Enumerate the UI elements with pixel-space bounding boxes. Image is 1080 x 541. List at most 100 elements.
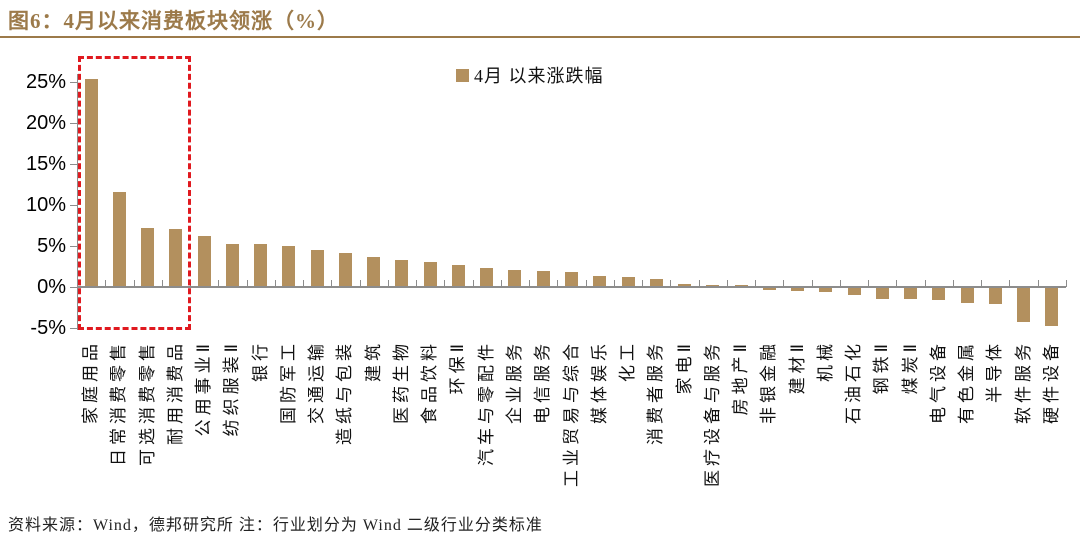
y-tick	[70, 246, 77, 248]
legend-label: 4月 以来涨跌幅	[474, 66, 604, 86]
x-tick	[218, 280, 220, 287]
bar	[1017, 288, 1031, 323]
bar	[338, 252, 352, 287]
x-category-label: 耐用消费品	[165, 340, 185, 445]
x-tick	[698, 280, 700, 287]
y-tick-label: 25%	[25, 71, 66, 94]
x-category-label: 建材Ⅱ	[787, 340, 807, 395]
bar	[395, 259, 409, 287]
bar	[225, 243, 239, 287]
x-tick	[981, 280, 983, 287]
bar	[282, 246, 296, 287]
x-tick	[359, 280, 361, 287]
y-tick-label: 10%	[25, 194, 66, 217]
y-tick	[70, 164, 77, 166]
x-category-label: 半导体	[985, 340, 1005, 403]
bar	[819, 288, 833, 293]
bar	[367, 256, 381, 287]
x-category-label: 可选消费零售	[137, 340, 157, 466]
x-category-label: 纺织服装Ⅱ	[222, 340, 242, 437]
x-category-label: 食品饮料	[420, 340, 440, 424]
x-tick	[755, 280, 757, 287]
x-tick	[133, 280, 135, 287]
bar	[762, 288, 776, 291]
x-category-label: 造纸与包装	[335, 340, 355, 445]
x-tick	[1066, 280, 1067, 287]
y-tick	[70, 82, 77, 84]
x-category-label: 石油石化	[844, 340, 864, 424]
x-category-label: 有色金属	[957, 340, 977, 424]
x-category-label: 非银金融	[759, 340, 779, 424]
bar	[593, 276, 607, 287]
x-category-label: 媒体娱乐	[589, 340, 609, 424]
source-note: 资料来源：Wind，德邦研究所 注：行业划分为 Wind 二级行业分类标准	[8, 517, 543, 534]
bar	[988, 288, 1002, 305]
x-tick	[585, 280, 587, 287]
x-category-label: 消费者服务	[646, 340, 666, 445]
bar	[112, 191, 126, 287]
x-tick	[726, 280, 728, 287]
x-tick	[500, 280, 502, 287]
y-tick-label: -5%	[30, 316, 66, 339]
bar	[508, 269, 522, 287]
y-tick	[70, 205, 77, 207]
y-tick	[70, 123, 77, 125]
x-tick	[303, 280, 305, 287]
x-tick	[274, 280, 276, 287]
bar	[960, 288, 974, 303]
x-tick	[1009, 280, 1011, 287]
y-axis-line	[77, 74, 78, 330]
x-category-label: 汽车与零配件	[476, 340, 496, 466]
bar	[932, 288, 946, 301]
x-category-label: 日常消费零售	[109, 340, 129, 466]
bar	[197, 236, 211, 287]
title-divider	[0, 36, 1080, 38]
x-category-label: 国防军工	[278, 340, 298, 424]
x-tick	[416, 280, 418, 287]
highlight-dashed-box	[78, 56, 192, 330]
x-tick	[896, 280, 898, 287]
figure-title: 图6：4月以来消费板块领涨（%）	[8, 9, 339, 33]
x-tick	[783, 280, 785, 287]
bar	[791, 288, 805, 292]
x-category-label: 银行	[250, 340, 270, 382]
x-category-label: 交通运输	[307, 340, 327, 424]
bar	[84, 78, 98, 287]
bar	[423, 262, 437, 287]
bar	[254, 244, 268, 287]
x-category-label: 建筑	[363, 340, 383, 382]
y-tick-label: 15%	[25, 153, 66, 176]
bar	[847, 288, 861, 295]
x-category-label: 机械	[815, 340, 835, 382]
y-tick-label: 20%	[25, 112, 66, 135]
bar	[536, 270, 550, 287]
x-category-label: 电气设备	[928, 340, 948, 424]
x-category-label: 家电Ⅱ	[674, 340, 694, 395]
x-category-label: 公用事业Ⅱ	[194, 340, 214, 437]
legend-swatch-icon	[456, 68, 469, 82]
bar	[875, 288, 889, 299]
x-category-label: 钢铁Ⅱ	[872, 340, 892, 395]
y-tick	[70, 287, 77, 288]
y-tick	[70, 327, 77, 329]
x-tick	[387, 280, 389, 287]
x-tick	[811, 280, 813, 287]
y-tick-label: 0%	[37, 276, 66, 298]
x-category-label: 房地产Ⅱ	[731, 340, 751, 416]
x-category-label: 煤炭Ⅱ	[900, 340, 920, 395]
x-category-label: 企业服务	[504, 340, 524, 424]
bar	[678, 283, 692, 287]
bar	[565, 272, 578, 287]
x-tick	[557, 280, 559, 287]
bar	[649, 278, 663, 287]
bar	[480, 268, 494, 287]
bar	[141, 228, 155, 287]
x-category-label: 医疗设备与服务	[702, 340, 722, 487]
x-tick	[77, 280, 78, 287]
x-category-label: 工业贸易与综合	[561, 340, 581, 487]
x-category-label: 电信服务	[533, 340, 553, 424]
x-tick	[924, 280, 926, 287]
x-tick	[952, 280, 954, 287]
x-tick	[529, 280, 531, 287]
x-tick	[105, 280, 107, 287]
